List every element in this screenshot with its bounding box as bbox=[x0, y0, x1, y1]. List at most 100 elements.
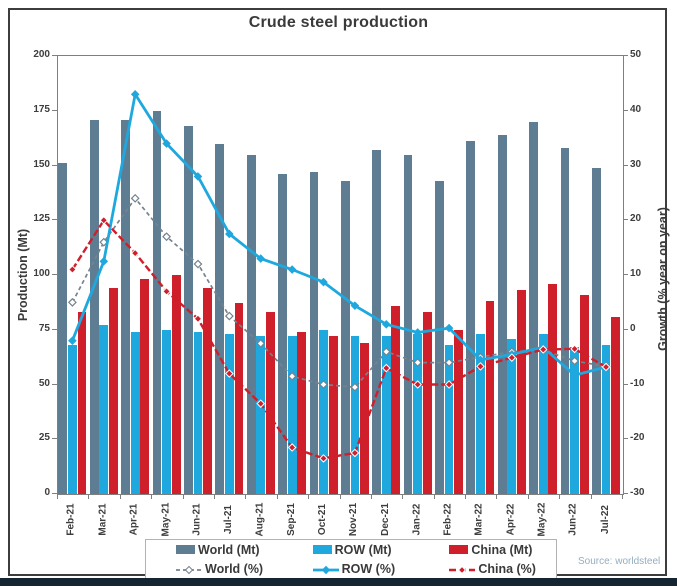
bar-china-mt-apr-21 bbox=[140, 279, 150, 494]
row-pct-line-icon bbox=[312, 564, 339, 574]
y-left-tick-label: 25 bbox=[38, 432, 50, 444]
y-right-tick-label: 0 bbox=[630, 322, 636, 334]
x-axis-label-text: Mar-22 bbox=[473, 502, 485, 536]
x-axis-label-text: Jun-22 bbox=[568, 502, 580, 536]
china-mt-swatch-icon bbox=[449, 545, 469, 554]
legend-label: World (Mt) bbox=[198, 542, 260, 557]
x-tick-mark bbox=[339, 494, 341, 499]
x-tick-mark bbox=[119, 494, 121, 499]
world-pct-line-icon bbox=[176, 564, 202, 574]
x-axis-label-text: Mar-21 bbox=[97, 502, 109, 536]
x-tick-mark bbox=[496, 494, 498, 499]
tick-mark bbox=[623, 219, 628, 221]
y-left-tick-label: 150 bbox=[33, 158, 50, 170]
bar-world-mt-may-21 bbox=[152, 110, 162, 494]
legend: World (Mt) ROW (Mt) China (Mt) World (%)… bbox=[145, 539, 557, 579]
marker-world-jan-22 bbox=[413, 358, 423, 368]
tick-mark bbox=[623, 438, 628, 440]
bar-china-mt-nov-21 bbox=[360, 342, 369, 494]
x-tick-mark bbox=[151, 494, 153, 499]
chart-title: Crude steel production bbox=[248, 14, 429, 31]
marker-world-dec-21 bbox=[381, 347, 391, 357]
bar-row-mt-mar-21 bbox=[99, 325, 109, 494]
y-left-tick-label: 125 bbox=[33, 213, 50, 225]
bar-world-mt-apr-21 bbox=[121, 119, 130, 494]
bar-world-mt-feb-22 bbox=[435, 180, 444, 494]
marker-row-jul-21 bbox=[225, 229, 234, 239]
x-tick-mark bbox=[213, 494, 215, 499]
x-tick-mark bbox=[308, 494, 310, 499]
bar-world-mt-jan-22 bbox=[403, 154, 413, 494]
marker-china-mar-22 bbox=[476, 362, 485, 371]
marker-china-feb-22 bbox=[444, 380, 454, 389]
y-left-tick-label: 0 bbox=[44, 487, 50, 498]
y-right-tick-label: 50 bbox=[630, 49, 642, 60]
y-right-tick-label: 40 bbox=[630, 103, 642, 115]
marker-row-nov-21 bbox=[350, 301, 360, 310]
marker-world-sep-21 bbox=[287, 371, 297, 381]
y-right-tick-label: 20 bbox=[630, 213, 642, 225]
bar-row-mt-jul-22 bbox=[601, 345, 611, 494]
x-tick-mark bbox=[402, 494, 404, 499]
row-mt-swatch-icon bbox=[312, 545, 332, 554]
x-axis-label-text: Nov-21 bbox=[348, 502, 360, 536]
x-axis-label-text: Sep-21 bbox=[285, 502, 297, 536]
y-left-tick-label: 175 bbox=[33, 103, 50, 115]
tick-mark bbox=[52, 328, 57, 330]
plot-area bbox=[57, 55, 624, 495]
marker-row-dec-21 bbox=[381, 319, 391, 329]
marker-china-jun-22 bbox=[570, 344, 579, 354]
marker-world-nov-21 bbox=[350, 382, 360, 392]
x-tick-mark bbox=[622, 494, 623, 499]
legend-item-china-pct: China (%) bbox=[419, 562, 556, 576]
growth-lines-layer bbox=[67, 90, 611, 463]
marker-china-may-21 bbox=[162, 287, 171, 296]
marker-china-mar-21 bbox=[99, 215, 109, 225]
marker-row-feb-21 bbox=[68, 336, 77, 346]
legend-label: China (%) bbox=[478, 561, 536, 576]
tick-mark bbox=[52, 164, 57, 166]
y-right-tick-label: -20 bbox=[630, 432, 645, 444]
bar-china-mt-may-22 bbox=[548, 283, 558, 494]
bar-china-mt-jun-22 bbox=[579, 294, 589, 494]
y-right-tick-label: 10 bbox=[630, 268, 642, 279]
bar-china-mt-oct-21 bbox=[328, 336, 338, 494]
bar-china-mt-feb-22 bbox=[454, 329, 464, 494]
world-mt-swatch-icon bbox=[176, 545, 195, 554]
legend-label: ROW (Mt) bbox=[334, 542, 392, 557]
bar-row-mt-jul-21 bbox=[224, 334, 234, 494]
bar-china-mt-jun-21 bbox=[203, 288, 212, 494]
x-tick-mark bbox=[370, 494, 372, 499]
bar-row-mt-mar-22 bbox=[476, 334, 485, 494]
x-axis-label-text: Jan-22 bbox=[411, 503, 423, 535]
marker-row-mar-21 bbox=[99, 257, 109, 266]
bar-china-mt-jan-22 bbox=[422, 312, 432, 494]
tick-mark bbox=[52, 109, 57, 111]
x-tick-mark bbox=[276, 494, 278, 499]
marker-china-oct-21 bbox=[319, 454, 328, 463]
bar-world-mt-sep-21 bbox=[278, 174, 287, 494]
bar-row-mt-oct-21 bbox=[319, 329, 328, 494]
marker-china-jul-22 bbox=[601, 362, 611, 372]
bar-world-mt-feb-21 bbox=[58, 163, 68, 494]
marker-row-jun-22 bbox=[570, 370, 579, 380]
tick-mark bbox=[623, 164, 628, 166]
bar-china-mt-feb-21 bbox=[77, 312, 87, 494]
tick-mark bbox=[52, 383, 57, 385]
legend-label: ROW (%) bbox=[341, 561, 396, 576]
marker-china-feb-21 bbox=[68, 265, 77, 274]
bar-world-mt-jul-22 bbox=[592, 167, 601, 494]
x-tick-mark bbox=[433, 494, 435, 499]
x-axis-label-text: Dec-21 bbox=[379, 502, 391, 536]
bar-china-mt-mar-22 bbox=[485, 301, 495, 494]
line-china bbox=[71, 218, 607, 460]
source-note: Source: worldsteel bbox=[578, 556, 661, 567]
bar-row-mt-sep-21 bbox=[287, 336, 297, 494]
line-row bbox=[71, 90, 607, 377]
x-axis-label-text: Aug-21 bbox=[254, 502, 266, 536]
marker-world-mar-21 bbox=[99, 237, 109, 247]
bar-row-mt-feb-22 bbox=[444, 345, 454, 494]
x-axis-label-text: Feb-21 bbox=[65, 502, 77, 536]
marker-world-oct-21 bbox=[319, 380, 328, 389]
